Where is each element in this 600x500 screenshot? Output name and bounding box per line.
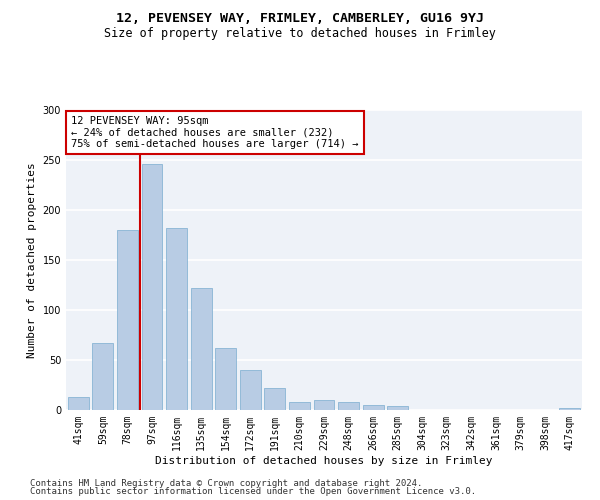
Bar <box>314 400 334 410</box>
Text: 12 PEVENSEY WAY: 95sqm
← 24% of detached houses are smaller (232)
75% of semi-de: 12 PEVENSEY WAY: 95sqm ← 24% of detached… <box>71 116 359 149</box>
Bar <box>215 348 236 410</box>
Bar <box>559 408 580 410</box>
Bar <box>117 230 138 410</box>
Bar <box>338 402 359 410</box>
Text: Contains public sector information licensed under the Open Government Licence v3: Contains public sector information licen… <box>30 487 476 496</box>
Bar <box>265 388 286 410</box>
Bar <box>142 164 163 410</box>
Bar <box>92 343 113 410</box>
Bar <box>362 405 383 410</box>
X-axis label: Distribution of detached houses by size in Frimley: Distribution of detached houses by size … <box>155 456 493 466</box>
Y-axis label: Number of detached properties: Number of detached properties <box>27 162 37 358</box>
Text: Contains HM Land Registry data © Crown copyright and database right 2024.: Contains HM Land Registry data © Crown c… <box>30 478 422 488</box>
Text: 12, PEVENSEY WAY, FRIMLEY, CAMBERLEY, GU16 9YJ: 12, PEVENSEY WAY, FRIMLEY, CAMBERLEY, GU… <box>116 12 484 26</box>
Bar <box>166 228 187 410</box>
Bar <box>387 406 408 410</box>
Bar <box>289 402 310 410</box>
Bar <box>68 397 89 410</box>
Bar <box>240 370 261 410</box>
Bar <box>191 288 212 410</box>
Text: Size of property relative to detached houses in Frimley: Size of property relative to detached ho… <box>104 28 496 40</box>
